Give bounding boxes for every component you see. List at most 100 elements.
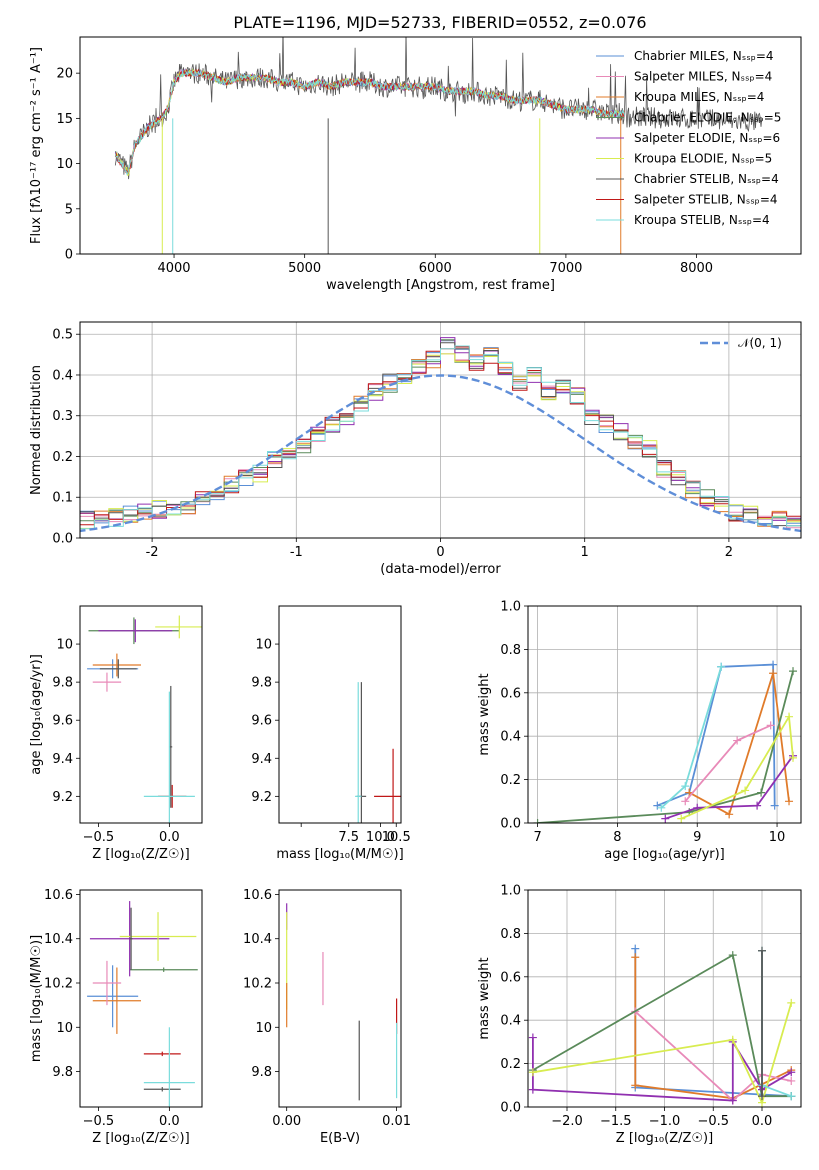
y-tick-label: 1.0	[500, 600, 521, 615]
x-tick-label: 0	[436, 545, 444, 560]
errorbar-kroupa_elodie	[155, 615, 202, 639]
spectrum-line-chabrier_elodie	[114, 68, 626, 176]
x-tick-label: 0.01	[382, 1114, 411, 1129]
residuals-legend: 𝒩(0, 1)	[700, 336, 782, 350]
histogram-chabrier_miles	[80, 340, 801, 532]
x-tick-label: 7	[533, 830, 541, 845]
y-tick-label: 9.4	[251, 752, 272, 767]
x-tick-label: −0.5	[697, 1114, 729, 1129]
y-tick-label: 9.8	[251, 1065, 272, 1080]
errorbar-salpeter_stelib	[374, 748, 401, 823]
y-tick-label: 0.6	[500, 686, 521, 701]
y-tick-label: 0.1	[52, 491, 73, 506]
x-tick-label: −1.5	[600, 1114, 632, 1129]
x-tick-label: 0.0	[752, 1114, 773, 1129]
legend-entry: Salpeter STELIB, Nₛₛₚ=4	[634, 193, 778, 207]
x-tick-label: 8000	[680, 261, 713, 276]
series-kroupa_stelib	[657, 662, 726, 812]
point-marker	[770, 801, 779, 810]
point-marker	[693, 803, 702, 812]
series-kroupa_elodie	[677, 712, 798, 823]
errorbar-kroupa_miles	[437, 654, 447, 677]
axes-frame	[527, 605, 802, 824]
axes-frame	[79, 889, 203, 1108]
x-tick-label: 0.0	[159, 830, 180, 845]
x-tick-label: −2.0	[551, 1114, 583, 1129]
plot-area	[114, 37, 763, 254]
errorbar-kroupa_elodie	[441, 616, 473, 639]
point-marker	[653, 801, 662, 810]
x-tick-label: -1	[290, 545, 303, 560]
point-marker	[661, 814, 670, 823]
legend-entry: Kroupa MILES, Nₛₛₚ=4	[634, 90, 764, 104]
y-tick-label: 0.2	[500, 773, 521, 788]
y-tick-label: 0	[65, 248, 73, 263]
chart-mass-vs-z: −0.5 0.0 9.8 10 10.2 10.4 10.6 Z [log₁₀(Z/Z☉)] m…	[29, 888, 203, 1146]
legend-entry: 𝒩(0, 1)	[738, 336, 782, 350]
y-tick-label: 10.4	[243, 932, 272, 947]
y-tick-label: 0.8	[500, 643, 521, 658]
chart-residuals: -2 -1 0 1 2 0.0 0.1 0.2 0.3 0.4 0.5 (data-model)/er…	[29, 321, 802, 577]
y-tick-label: 0.4	[500, 1014, 521, 1029]
point-marker	[757, 788, 766, 797]
y-tick-label: 0.3	[52, 409, 73, 424]
errorbar-salpeter_miles	[92, 960, 122, 1006]
y-tick-label: 9.6	[52, 714, 73, 729]
errorbar-chabrier_stelib	[129, 907, 133, 970]
spectrum-line-chabrier_stelib	[114, 37, 763, 180]
errorbar-chabrier_elodie	[129, 967, 198, 972]
errorbar-salpeter_stelib	[143, 1051, 181, 1057]
point-marker	[528, 1033, 537, 1042]
errorbar-kroupa_miles	[92, 967, 141, 1034]
x-tick-label: 7.5	[338, 830, 359, 845]
x-tick-label: 10	[769, 830, 786, 845]
y-tick-label: 10.4	[44, 932, 73, 947]
axes-frame	[527, 889, 802, 1108]
histogram-salpeter_elodie	[80, 337, 801, 522]
point-marker	[789, 753, 798, 762]
y-tick-label: 10.2	[243, 977, 272, 992]
x-tick-label: −0.5	[83, 1114, 115, 1129]
errorbar-salpeter_elodie	[441, 619, 479, 642]
errorbar-salpeter_elodie	[98, 619, 173, 643]
y-tick-label: 0.2	[52, 450, 73, 465]
point-marker	[769, 669, 778, 678]
x-axis-label: Z [log₁₀(Z/Z☉)]	[92, 1131, 189, 1146]
spectrum-legend: Chabrier MILES, Nₛₛₚ=4 Salpeter MILES, Nₛ…	[596, 49, 781, 227]
x-tick-label: −0.5	[83, 830, 115, 845]
spectrum-line-chabrier_miles	[114, 69, 626, 175]
series-chabrier_stelib	[758, 946, 766, 1101]
x-tick-label: 10.0	[366, 830, 395, 845]
y-tick-label: 0.5	[52, 328, 73, 343]
x-tick-label: 0.00	[272, 1114, 301, 1129]
axes-frame	[79, 36, 802, 255]
axes-frame	[79, 321, 802, 539]
spectrum-line-salpeter_stelib	[114, 68, 626, 175]
x-tick-label: -2	[146, 545, 159, 560]
point-marker	[528, 1068, 537, 1077]
y-tick-label: 9.4	[52, 752, 73, 767]
point-marker	[769, 660, 778, 669]
x-tick-label: 0.0	[159, 1114, 180, 1129]
y-axis-label: mass weight	[477, 957, 492, 1039]
legend-entry: Chabrier STELIB, Nₛₛₚ=4	[634, 172, 779, 186]
errorbar-kroupa_stelib	[355, 682, 362, 823]
point-marker	[787, 998, 796, 1007]
x-axis-label: mass [log₁₀(M/M☉)]	[276, 847, 403, 862]
x-axis-label: Z [log₁₀(Z/Z☉)]	[616, 1131, 713, 1146]
axes-frame	[278, 889, 402, 1108]
point-marker	[753, 801, 762, 810]
series-kroupa_elodie	[528, 998, 796, 1107]
chart-weight-vs-z: −2.0 −1.5 −1.0 −0.5 0.0 0.0 0.2 0.4 0.6 0.8 1.0 Z […	[477, 884, 802, 1146]
series-salpeter_elodie	[661, 751, 798, 823]
y-tick-label: 5	[65, 202, 73, 217]
y-tick-label: 10.6	[243, 888, 272, 903]
spectrum-line-kroupa_stelib	[114, 69, 626, 176]
x-axis-label: E(B-V)	[320, 1131, 360, 1146]
y-tick-label: 9.6	[251, 714, 272, 729]
point-marker	[728, 1035, 737, 1044]
normal-curve	[80, 374, 801, 533]
y-tick-label: 0.0	[500, 1101, 521, 1116]
chart-age-vs-z: −0.5 0.0 9.2 9.4 9.6 9.8 10 Z [log₁₀(Z/Z☉)] age …	[29, 605, 203, 862]
